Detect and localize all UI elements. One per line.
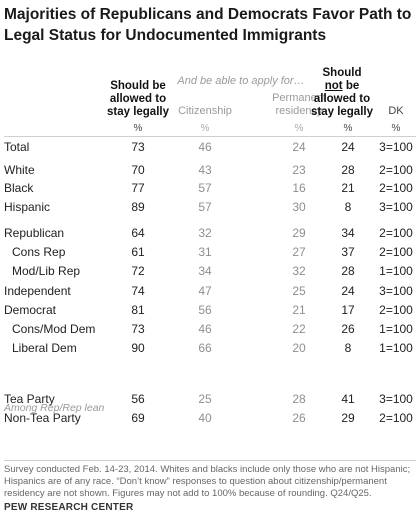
header-not-allowed: Should not be allowed to stay legally: [310, 67, 374, 119]
value-dk: 3=100: [379, 140, 413, 154]
value-permanent: 30: [292, 200, 306, 214]
value-dk: 3=100: [379, 284, 413, 298]
value-permanent: 27: [292, 245, 306, 259]
row-label: Democrat: [4, 303, 57, 317]
value-legal: 72: [131, 264, 145, 278]
value-not-allowed: 37: [341, 245, 355, 259]
value-permanent: 26: [292, 411, 306, 425]
value-citizenship: 46: [198, 140, 212, 154]
value-not-allowed: 28: [341, 264, 355, 278]
header-permanent-residency: Permanent residency: [272, 92, 326, 117]
value-citizenship: 40: [198, 411, 212, 425]
chart-title: Majorities of Republicans and Democrats …: [4, 6, 412, 44]
unit-dk: %: [391, 123, 401, 134]
value-citizenship: 31: [198, 245, 212, 259]
value-permanent: 20: [292, 341, 306, 355]
value-not-allowed: 21: [341, 181, 355, 195]
row-label: Independent: [4, 284, 71, 298]
row-label: Non-Tea Party: [4, 411, 81, 425]
value-citizenship: 57: [198, 181, 212, 195]
value-not-allowed: 8: [344, 341, 352, 355]
value-citizenship: 56: [198, 303, 212, 317]
value-not-allowed: 29: [341, 411, 355, 425]
unit-legal: %: [133, 123, 143, 134]
header-rule: [4, 136, 416, 137]
value-not-allowed: 17: [341, 303, 355, 317]
value-dk: 1=100: [379, 341, 413, 355]
row-label: Mod/Lib Rep: [12, 264, 81, 278]
row-label: Hispanic: [4, 200, 51, 214]
row-label: Cons/Mod Dem: [12, 322, 96, 336]
value-citizenship: 32: [198, 226, 212, 240]
value-dk: 1=100: [379, 322, 413, 336]
value-citizenship: 47: [198, 284, 212, 298]
unit-not-allowed: %: [343, 123, 353, 134]
header-citizenship: Citizenship: [178, 105, 232, 117]
value-permanent: 22: [292, 322, 306, 336]
value-legal: 77: [131, 181, 145, 195]
row-label: Black: [4, 181, 34, 195]
value-citizenship: 57: [198, 200, 212, 214]
value-legal: 73: [131, 322, 145, 336]
value-legal: 89: [131, 200, 145, 214]
row-label: Tea Party: [4, 392, 55, 406]
value-citizenship: 25: [198, 392, 212, 406]
value-legal: 61: [131, 245, 145, 259]
value-not-allowed: 8: [344, 200, 352, 214]
header-not-after: be allowed to stay legally: [310, 80, 373, 118]
value-not-allowed: 24: [341, 284, 355, 298]
header-sub-apply: And be able to apply for…: [177, 75, 305, 87]
value-not-allowed: 26: [341, 322, 355, 336]
value-citizenship: 34: [198, 264, 212, 278]
value-legal: 70: [131, 163, 145, 177]
value-permanent: 25: [292, 284, 306, 298]
value-dk: 2=100: [379, 245, 413, 259]
value-dk: 2=100: [379, 163, 413, 177]
value-permanent: 21: [292, 303, 306, 317]
value-legal: 69: [131, 411, 145, 425]
value-dk: 1=100: [379, 264, 413, 278]
value-dk: 2=100: [379, 181, 413, 195]
value-dk: 3=100: [379, 392, 413, 406]
header-legal: Should be allowed to stay legally: [106, 80, 169, 118]
value-legal: 74: [131, 284, 145, 298]
value-permanent: 32: [292, 264, 306, 278]
value-legal: 90: [131, 341, 145, 355]
source-label: PEW RESEARCH CENTER: [4, 502, 134, 513]
value-permanent: 29: [292, 226, 306, 240]
value-dk: 2=100: [379, 411, 413, 425]
header-not-before: Should: [322, 67, 362, 79]
header-dk: DK: [388, 105, 404, 117]
value-permanent: 28: [292, 392, 306, 406]
row-label: Cons Rep: [12, 245, 66, 259]
value-not-allowed: 41: [341, 392, 355, 406]
value-dk: 3=100: [379, 200, 413, 214]
footer-rule: [4, 460, 416, 461]
value-not-allowed: 24: [341, 140, 355, 154]
value-legal: 73: [131, 140, 145, 154]
value-permanent: 16: [292, 181, 306, 195]
value-permanent: 24: [292, 140, 306, 154]
unit-citizenship: %: [200, 123, 210, 134]
group-label: Among Rep/Rep lean: [4, 402, 105, 414]
value-legal: 56: [131, 392, 145, 406]
value-legal: 64: [131, 226, 145, 240]
value-citizenship: 66: [198, 341, 212, 355]
header-not-word: not: [324, 80, 343, 92]
row-label: Republican: [4, 226, 65, 240]
value-not-allowed: 28: [341, 163, 355, 177]
value-legal: 81: [131, 303, 145, 317]
value-not-allowed: 34: [341, 226, 355, 240]
unit-permanent: %: [294, 123, 304, 134]
row-label: Total: [4, 140, 30, 154]
value-dk: 2=100: [379, 226, 413, 240]
value-permanent: 23: [292, 163, 306, 177]
value-citizenship: 46: [198, 322, 212, 336]
value-citizenship: 43: [198, 163, 212, 177]
value-dk: 2=100: [379, 303, 413, 317]
row-label: Liberal Dem: [12, 341, 77, 355]
row-label: White: [4, 163, 35, 177]
footnote: Survey conducted Feb. 14-23, 2014. White…: [4, 464, 411, 499]
